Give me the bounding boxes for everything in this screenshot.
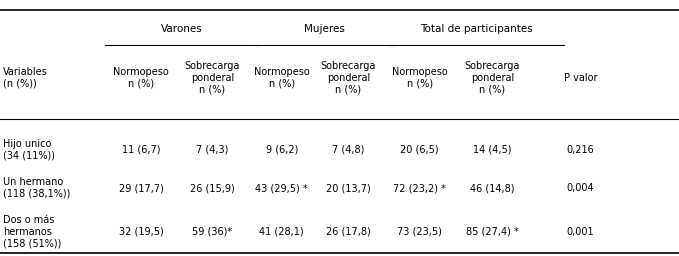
- Text: 85 (27,4) *: 85 (27,4) *: [466, 227, 519, 237]
- Text: 20 (13,7): 20 (13,7): [326, 183, 371, 193]
- Text: 9 (6,2): 9 (6,2): [265, 145, 298, 155]
- Text: Total de participantes: Total de participantes: [420, 24, 533, 35]
- Text: 26 (17,8): 26 (17,8): [326, 227, 371, 237]
- Text: P valor: P valor: [564, 73, 598, 83]
- Text: Un hermano
(118 (38,1%)): Un hermano (118 (38,1%)): [3, 177, 71, 199]
- Text: Mujeres: Mujeres: [304, 24, 345, 35]
- Text: Normopeso
n (%): Normopeso n (%): [392, 67, 447, 89]
- Text: 46 (14,8): 46 (14,8): [470, 183, 515, 193]
- Text: Variables
(n (%)): Variables (n (%)): [3, 67, 48, 89]
- Text: 11 (6,7): 11 (6,7): [122, 145, 160, 155]
- Text: 73 (23,5): 73 (23,5): [397, 227, 442, 237]
- Text: 0,004: 0,004: [567, 183, 594, 193]
- Text: Dos o más
hermanos
(158 (51%)): Dos o más hermanos (158 (51%)): [3, 215, 62, 248]
- Text: Varones: Varones: [161, 24, 202, 35]
- Text: 0,001: 0,001: [567, 227, 594, 237]
- Text: 32 (19,5): 32 (19,5): [119, 227, 164, 237]
- Text: Sobrecarga
ponderal
n (%): Sobrecarga ponderal n (%): [320, 61, 376, 95]
- Text: 29 (17,7): 29 (17,7): [119, 183, 164, 193]
- Text: Sobrecarga
ponderal
n (%): Sobrecarga ponderal n (%): [464, 61, 520, 95]
- Text: Normopeso
n (%): Normopeso n (%): [254, 67, 310, 89]
- Text: 14 (4,5): 14 (4,5): [473, 145, 511, 155]
- Text: 43 (29,5) *: 43 (29,5) *: [255, 183, 308, 193]
- Text: 41 (28,1): 41 (28,1): [259, 227, 304, 237]
- Text: 7 (4,8): 7 (4,8): [332, 145, 365, 155]
- Text: 59 (36)*: 59 (36)*: [192, 227, 233, 237]
- Text: Sobrecarga
ponderal
n (%): Sobrecarga ponderal n (%): [185, 61, 240, 95]
- Text: Normopeso
n (%): Normopeso n (%): [113, 67, 169, 89]
- Text: 72 (23,2) *: 72 (23,2) *: [393, 183, 446, 193]
- Text: 0,216: 0,216: [567, 145, 594, 155]
- Text: 20 (6,5): 20 (6,5): [401, 145, 439, 155]
- Text: 26 (15,9): 26 (15,9): [190, 183, 235, 193]
- Text: 7 (4,3): 7 (4,3): [196, 145, 229, 155]
- Text: Hijo unico
(34 (11%)): Hijo unico (34 (11%)): [3, 139, 56, 161]
